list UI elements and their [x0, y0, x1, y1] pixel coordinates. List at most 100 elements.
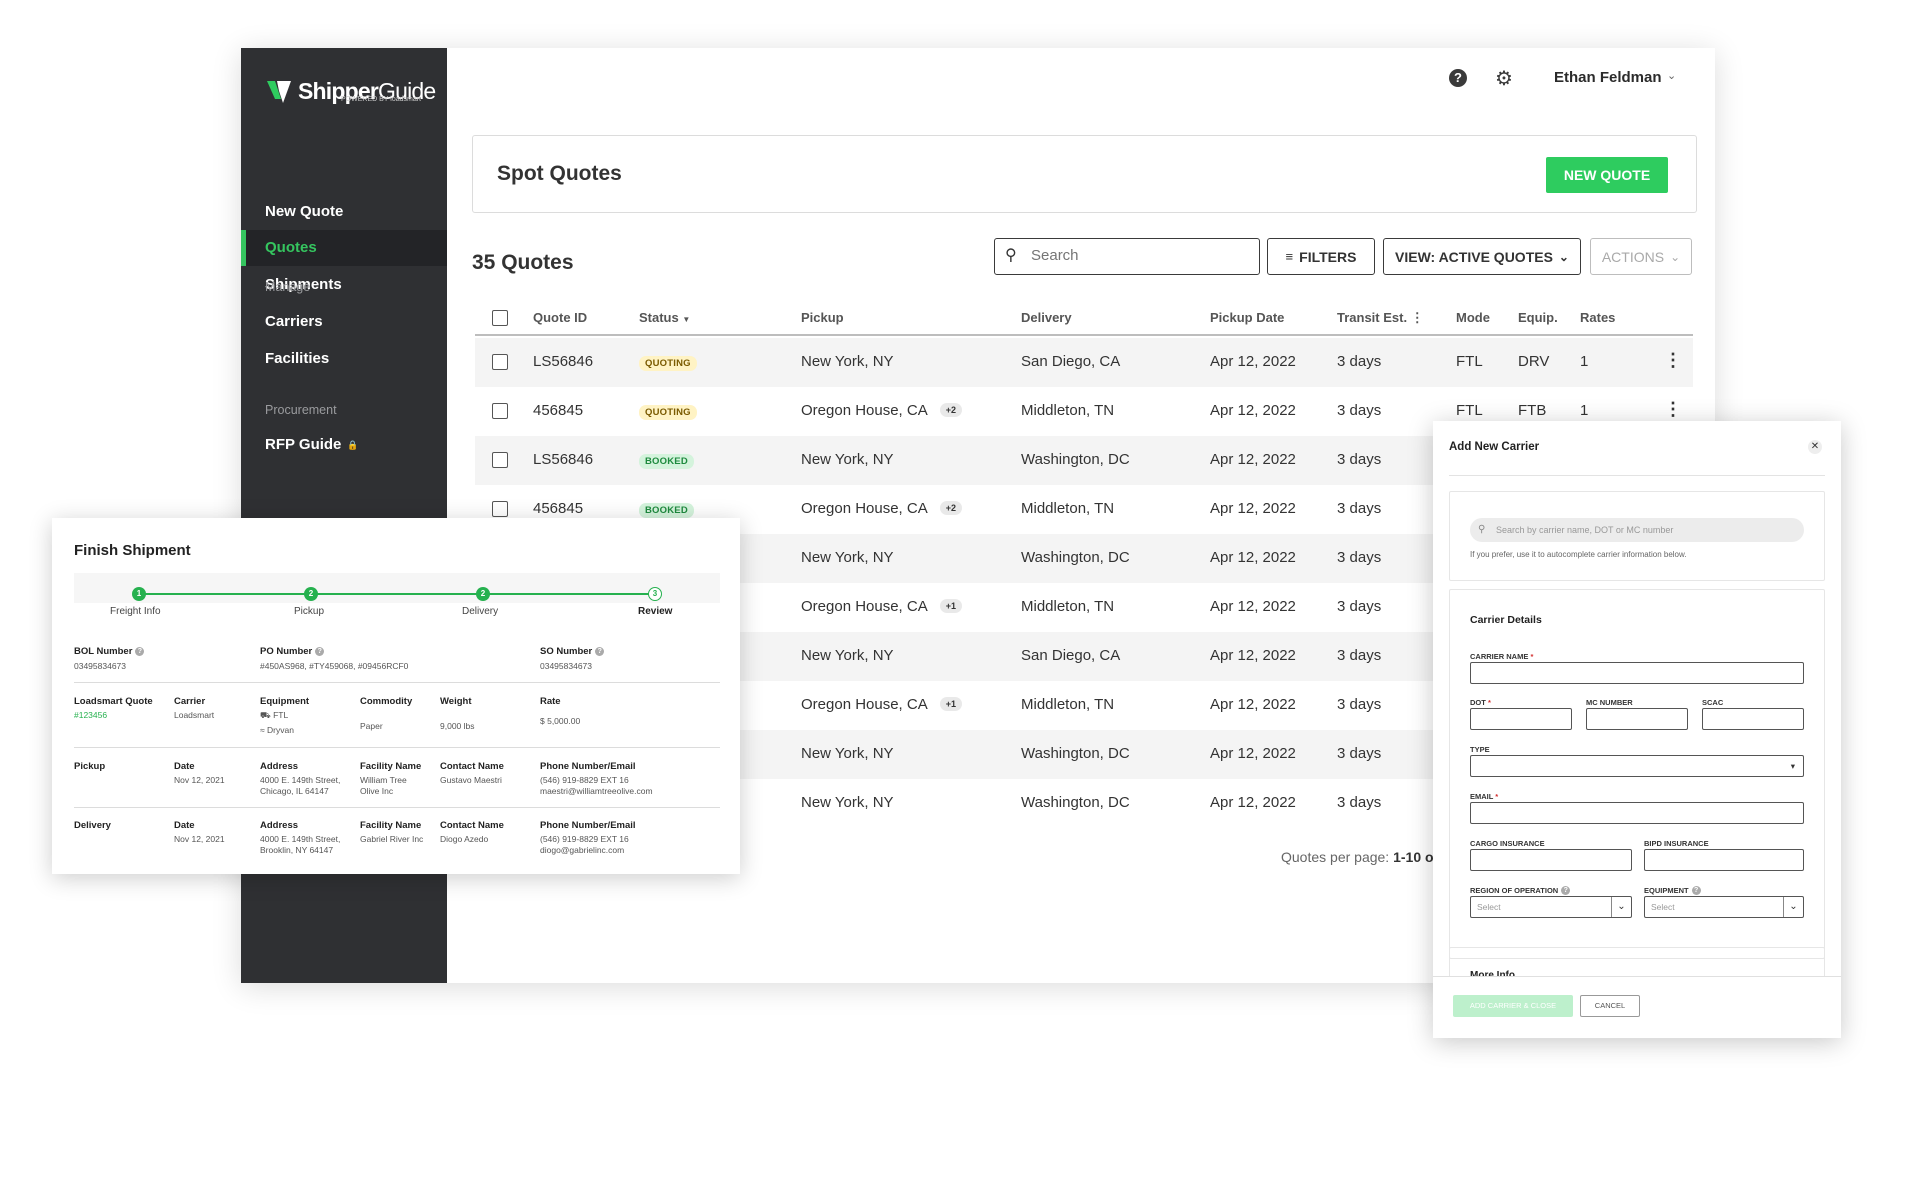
cancel-button[interactable]: CANCEL [1580, 995, 1640, 1017]
rate-value: $ 5,000.00 [540, 716, 581, 726]
dot-field[interactable] [1470, 708, 1572, 730]
row-checkbox[interactable] [492, 501, 508, 517]
column-rates[interactable]: Rates [1580, 310, 1616, 325]
equipment-label: Equipment [260, 696, 310, 707]
email-label: EMAIL * [1470, 792, 1499, 801]
chevron-down-icon: ⌄ [1558, 249, 1569, 264]
carrier-search-section: ⚲ Search by carrier name, DOT or MC numb… [1449, 491, 1825, 581]
type-select[interactable]: ▾ [1470, 755, 1804, 777]
column-pickup[interactable]: Pickup [801, 310, 844, 325]
carrier-value: Loadsmart [174, 710, 215, 720]
scac-field[interactable] [1702, 708, 1804, 730]
column-quote-id[interactable]: Quote ID [533, 310, 588, 325]
extra-stops-badge[interactable]: +1 [939, 697, 962, 711]
sidebar-item-rfp-guide[interactable]: RFP Guide 🔒 [241, 427, 447, 463]
pagination: Quotes per page: 1-10 o [1281, 849, 1434, 865]
gear-icon[interactable]: ⚙ [1495, 68, 1513, 90]
search-input[interactable] [1031, 247, 1251, 264]
help-icon[interactable]: ? [1449, 69, 1467, 87]
table-row[interactable]: LS56846 BOOKED New York, NY Washington, … [475, 436, 1693, 485]
finish-shipment-title: Finish Shipment [74, 542, 191, 559]
commodity-value: Paper [360, 721, 383, 731]
step-label: Delivery [462, 606, 499, 617]
table-row[interactable]: 456845 BOOKED Oregon House, CA +2 Middlet… [475, 485, 1693, 534]
filters-button[interactable]: ≡ FILTERS [1267, 238, 1375, 275]
user-menu[interactable]: Ethan Feldman [1554, 69, 1662, 86]
extra-stops-badge[interactable]: +2 [939, 501, 962, 515]
so-value: 03495834673 [540, 661, 593, 671]
new-quote-button[interactable]: NEW QUOTE [1546, 157, 1668, 193]
pickup-email[interactable]: maestri@williamtreeolive.com [540, 786, 653, 796]
quote-label: Loadsmart Quote [74, 696, 153, 707]
table-row[interactable]: Oregon House, CA +1 Middleton, TN Apr 12,… [801, 696, 1382, 713]
carrier-name-label: CARRIER NAME * [1470, 652, 1534, 661]
step-delivery-dot[interactable]: 2 [476, 587, 490, 601]
extra-stops-badge[interactable]: +2 [939, 403, 962, 417]
table-row[interactable]: Oregon House, CA +1 Middleton, TN Apr 12,… [801, 598, 1382, 615]
sidebar-item-carriers[interactable]: Carriers [265, 313, 323, 330]
step-freight-info-dot[interactable]: 1 [132, 587, 146, 601]
modal-title: Add New Carrier [1449, 441, 1540, 453]
pagination-range[interactable]: 1-10 o [1393, 849, 1434, 865]
search-icon: ⚲ [1005, 247, 1017, 264]
carrier-details-section: Carrier Details CARRIER NAME * DOT * MC … [1449, 589, 1825, 959]
quote-link[interactable]: #123456 [74, 710, 108, 720]
step-pickup-dot[interactable]: 2 [304, 587, 318, 601]
add-carrier-button[interactable]: ADD CARRIER & CLOSE [1453, 995, 1573, 1017]
region-label: REGION OF OPERATION? [1470, 886, 1571, 895]
actions-button[interactable]: ACTIONS ⌄ [1590, 238, 1692, 275]
column-equip[interactable]: Equip. [1518, 310, 1558, 325]
close-icon[interactable]: ✕ [1808, 440, 1822, 454]
sidebar-item-shipments[interactable]: Shipments [265, 276, 342, 293]
row-menu-icon[interactable]: ⋮ [1664, 399, 1682, 419]
table-row[interactable]: LS56846 QUOTING New York, NY San Diego, … [475, 338, 1693, 387]
select-all-checkbox[interactable] [492, 310, 508, 326]
chevron-down-icon[interactable]: ⌄ [1667, 70, 1677, 82]
dryvan-icon: ≈ [260, 725, 265, 735]
bol-value: 03495834673 [74, 661, 127, 671]
column-pickup-date[interactable]: Pickup Date [1210, 310, 1285, 325]
sidebar-item-facilities[interactable]: Facilities [265, 350, 330, 367]
page-header: Spot Quotes NEW QUOTE [472, 135, 1697, 213]
pickup-phone: (546) 919-8829 EXT 16 [540, 775, 629, 785]
cargo-insurance-field[interactable] [1470, 849, 1632, 871]
row-checkbox[interactable] [492, 403, 508, 419]
sidebar-item-quotes[interactable]: Quotes [241, 230, 447, 266]
carrier-details-title: Carrier Details [1470, 614, 1542, 626]
sidebar-section-procurement: Procurement [265, 403, 337, 417]
delivery-date-label: Date [174, 820, 195, 831]
extra-stops-badge[interactable]: +1 [939, 599, 962, 613]
row-checkbox[interactable] [492, 452, 508, 468]
status-badge: QUOTING [639, 405, 697, 420]
table-row[interactable]: New York, NY Washington, DC Apr 12, 2022… [801, 794, 1382, 811]
carrier-search-input[interactable]: ⚲ Search by carrier name, DOT or MC numb… [1470, 518, 1804, 542]
row-menu-icon[interactable]: ⋮ [1664, 350, 1682, 370]
mc-field[interactable] [1586, 708, 1688, 730]
pickup-facility: William Tree [360, 775, 407, 785]
equipment-ftl: ⛟ FTL [260, 710, 289, 720]
step-review-dot[interactable]: 3 [648, 587, 662, 601]
column-options-icon[interactable]: ⋮ [1410, 310, 1424, 325]
carrier-name-field[interactable] [1470, 662, 1804, 684]
search-box[interactable]: ⚲ [994, 238, 1260, 275]
po-value: #450AS968, #TY459068, #09456RCF0 [260, 661, 409, 671]
sidebar-section-manage: Manage [265, 280, 311, 294]
help-icon: ? [1691, 886, 1701, 895]
row-checkbox[interactable] [492, 354, 508, 370]
commodity-label: Commodity [360, 696, 413, 707]
sidebar-item-new-quote[interactable]: New Quote [265, 203, 344, 220]
column-status[interactable]: Status ▼ [639, 310, 691, 325]
equipment-label: EQUIPMENT? [1644, 886, 1701, 895]
quotes-count: 35 Quotes [472, 251, 574, 274]
brand-logo[interactable]: ShipperGuide [265, 74, 436, 108]
region-select[interactable]: Select ⌄ [1470, 896, 1632, 918]
column-transit[interactable]: Transit Est. ⋮ [1337, 310, 1424, 325]
bipd-insurance-field[interactable] [1644, 849, 1804, 871]
email-field[interactable] [1470, 802, 1804, 824]
column-delivery[interactable]: Delivery [1021, 310, 1072, 325]
column-mode[interactable]: Mode [1456, 310, 1490, 325]
equipment-select[interactable]: Select ⌄ [1644, 896, 1804, 918]
delivery-email[interactable]: diogo@gabrielinc.com [540, 845, 625, 855]
view-select[interactable]: VIEW: ACTIVE QUOTES ⌄ [1383, 238, 1581, 275]
table-row[interactable]: 456845 QUOTING Oregon House, CA +2 Middle… [475, 387, 1693, 436]
